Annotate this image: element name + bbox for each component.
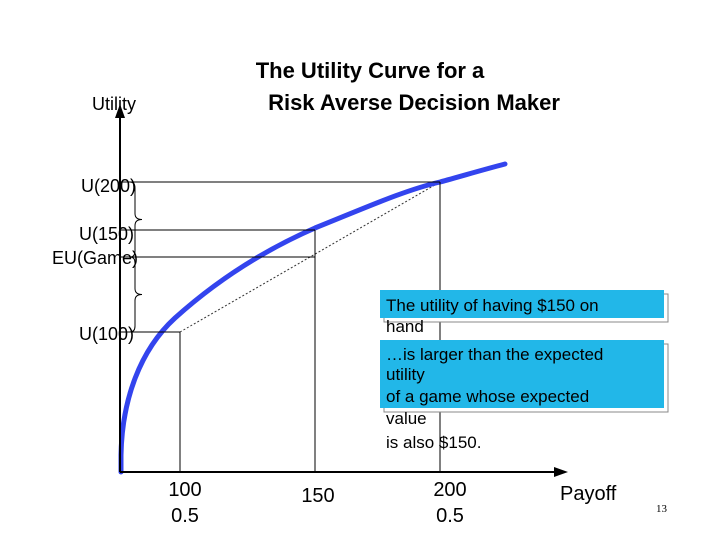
upper-brace xyxy=(129,181,143,258)
callout-text-2-cont: utility xyxy=(386,365,425,384)
callout-text-2: …is larger than the expected xyxy=(386,345,603,364)
chart-title-line-1: The Utility Curve for a xyxy=(256,58,485,83)
x-tick-label: 100 xyxy=(168,479,201,501)
callout-box-1: The utility of having $150 on hand xyxy=(380,290,669,336)
x-axis-arrow xyxy=(554,467,568,477)
y-tick-label: U(150) xyxy=(79,224,134,244)
axes xyxy=(115,104,568,477)
callout-box-1-fill xyxy=(380,290,664,318)
y-axis-label: Utility xyxy=(92,94,136,114)
chart-title-line-2: Risk Averse Decision Maker xyxy=(268,90,560,115)
callout-text-1: The utility of having $150 on xyxy=(386,296,599,315)
x-axis-label: Payoff xyxy=(560,483,617,505)
lower-brace xyxy=(129,256,143,333)
page-number: 13 xyxy=(656,503,668,515)
x-tick-label: 150 xyxy=(301,485,334,507)
callout-text-4: is also $150. xyxy=(386,433,481,452)
callout-box-2-fill xyxy=(380,340,664,408)
callout-text-3: of a game whose expected xyxy=(386,387,589,406)
y-tick-label: EU(Game) xyxy=(52,248,138,268)
x-tick-label: 200 xyxy=(433,479,466,501)
x-tick-prob: 0.5 xyxy=(436,505,464,527)
callout-text-3-cont: value xyxy=(386,409,427,428)
y-tick-label: U(200) xyxy=(81,176,136,196)
callout-text-1-cont: hand xyxy=(386,317,424,336)
curve-layer xyxy=(118,161,508,475)
guide-lines xyxy=(120,181,441,472)
utility-curve xyxy=(118,161,508,475)
x-tick-prob: 0.5 xyxy=(171,505,199,527)
label-layer: The Utility Curve for a Risk Averse Decis… xyxy=(52,58,669,527)
y-axis-arrow xyxy=(115,104,125,118)
y-tick-label: U(100) xyxy=(79,324,134,344)
